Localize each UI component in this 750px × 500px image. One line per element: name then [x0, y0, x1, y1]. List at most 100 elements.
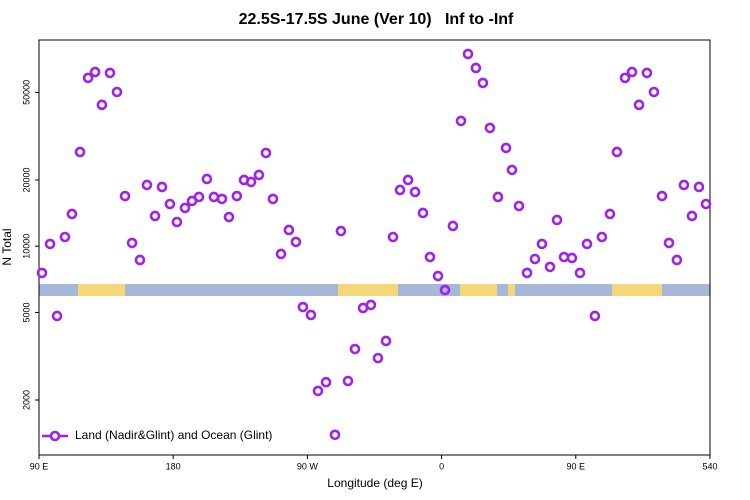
- point: [320, 376, 332, 388]
- chart-title: 22.5S-17.5S June (Ver 10) Inf to -Inf: [239, 11, 514, 28]
- point: [656, 190, 668, 202]
- point: [223, 211, 235, 223]
- point: [96, 99, 108, 111]
- point: [74, 146, 86, 158]
- y-tick-label: 10000: [21, 234, 31, 259]
- point: [82, 72, 94, 84]
- point: [455, 115, 467, 127]
- point: [283, 224, 295, 236]
- point: [447, 220, 459, 232]
- x-tick-label: 180: [166, 461, 181, 471]
- point: [626, 66, 638, 78]
- point: [394, 184, 406, 196]
- point: [589, 310, 601, 322]
- point: [417, 207, 429, 219]
- point: [648, 86, 660, 98]
- x-tick-label: 90 E: [30, 461, 49, 471]
- point: [171, 216, 183, 228]
- point: [44, 238, 56, 250]
- legend-label: Land (Nadir&Glint) and Ocean (Glint): [75, 428, 272, 442]
- point: [619, 72, 631, 84]
- point: [424, 251, 436, 263]
- land-ocean-band: [39, 284, 710, 296]
- point: [536, 238, 548, 250]
- point: [231, 190, 243, 202]
- point: [267, 193, 279, 205]
- point: [349, 343, 361, 355]
- y-tick-label: 5000: [21, 302, 31, 322]
- point: [484, 122, 496, 134]
- point: [329, 429, 341, 441]
- point: [36, 267, 48, 279]
- x-tick-label: 90 E: [567, 461, 586, 471]
- point: [611, 146, 623, 158]
- point: [179, 202, 191, 214]
- point: [141, 179, 153, 191]
- point: [51, 310, 63, 322]
- point: [402, 174, 414, 186]
- point: [581, 238, 593, 250]
- point: [462, 48, 474, 60]
- point: [521, 267, 533, 279]
- point: [126, 237, 138, 249]
- point: [671, 254, 683, 266]
- point: [216, 193, 228, 205]
- point: [641, 67, 653, 79]
- point: [477, 77, 489, 89]
- legend-marker: [49, 430, 61, 442]
- x-tick-label: 0: [439, 461, 444, 471]
- point: [551, 214, 563, 226]
- point: [290, 236, 302, 248]
- point: [111, 86, 123, 98]
- land-band: [612, 284, 662, 296]
- point: [633, 99, 645, 111]
- point: [305, 309, 317, 321]
- point: [149, 210, 161, 222]
- point: [312, 385, 324, 397]
- point: [439, 284, 451, 296]
- point: [686, 210, 698, 222]
- x-axis-label: Longitude (deg E): [327, 476, 422, 490]
- point: [529, 253, 541, 265]
- x-tick-label: 540: [702, 461, 717, 471]
- point: [275, 248, 287, 260]
- point: [89, 66, 101, 78]
- point: [380, 335, 392, 347]
- land-band: [508, 284, 515, 296]
- point: [500, 142, 512, 154]
- y-tick-label: 2000: [21, 390, 31, 410]
- y-tick-label: 50000: [21, 80, 31, 105]
- point: [506, 164, 518, 176]
- point: [663, 237, 675, 249]
- plot-frame: [38, 39, 711, 456]
- point: [342, 375, 354, 387]
- point: [260, 147, 272, 159]
- point: [66, 208, 78, 220]
- land-band: [78, 284, 125, 296]
- point: [409, 186, 421, 198]
- point: [544, 261, 556, 273]
- point: [566, 252, 578, 264]
- land-band: [338, 284, 398, 296]
- point: [134, 254, 146, 266]
- point: [700, 198, 712, 210]
- point: [208, 191, 220, 203]
- point: [596, 231, 608, 243]
- point: [432, 270, 444, 282]
- land-band: [460, 284, 497, 296]
- point: [365, 299, 377, 311]
- point: [492, 191, 504, 203]
- point: [164, 198, 176, 210]
- point: [693, 181, 705, 193]
- point: [574, 267, 586, 279]
- point: [604, 208, 616, 220]
- point: [104, 67, 116, 79]
- point: [245, 176, 257, 188]
- point: [119, 190, 131, 202]
- y-tick-label: 20000: [21, 167, 31, 192]
- point: [470, 62, 482, 74]
- y-axis-label: N Total: [0, 228, 14, 265]
- point: [297, 301, 309, 313]
- point: [387, 231, 399, 243]
